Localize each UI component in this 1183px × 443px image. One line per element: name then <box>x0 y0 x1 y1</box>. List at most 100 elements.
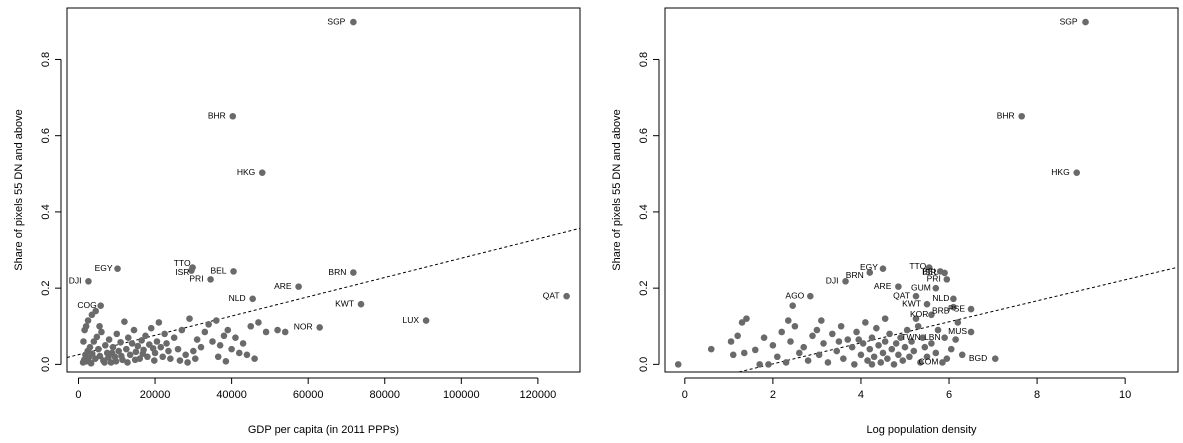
data-point <box>947 345 955 353</box>
point-label-bel: BEL <box>922 267 938 277</box>
chart-panel-1: 0 20000 40000 60000 80000 100000 120000 GDP per… <box>13 7 581 436</box>
point-kwt <box>923 300 931 308</box>
data-point <box>159 353 167 361</box>
point-label-nld: NLD <box>229 293 246 303</box>
point-nld <box>950 295 957 303</box>
data-point <box>176 357 184 364</box>
data-point <box>791 322 799 330</box>
data-point <box>943 355 951 362</box>
data-point <box>251 355 258 362</box>
data-point <box>782 359 790 366</box>
x-axis-title: Log population density <box>866 424 977 436</box>
y-tick-label: 0.4 <box>40 204 52 219</box>
data-point <box>86 343 94 351</box>
point-label-nld: NLD <box>932 293 949 303</box>
point-qat <box>563 292 570 300</box>
x-tick-label: 0 <box>75 389 81 401</box>
data-point <box>906 353 913 361</box>
point-label-nor: NOR <box>294 322 313 332</box>
data-point <box>95 345 102 353</box>
data-point <box>205 321 212 328</box>
point-label-ago: AGO <box>785 290 804 300</box>
data-point <box>908 338 915 345</box>
data-point <box>214 353 222 361</box>
point-label-twn: TWN <box>901 332 920 342</box>
x-tick-label: 80000 <box>369 389 400 401</box>
y-axis-title: Share of pixels 55 DN and above <box>13 109 25 270</box>
data-point <box>844 336 852 343</box>
plot-frame <box>664 7 1179 373</box>
data-point <box>734 332 741 340</box>
point-bhr <box>229 112 237 120</box>
plot-frame <box>66 7 581 373</box>
data-point <box>796 349 803 357</box>
data-point <box>809 332 816 340</box>
point-bel <box>230 268 237 275</box>
data-point <box>760 334 768 341</box>
point-are <box>295 283 302 290</box>
x-tick-label: 10 <box>1119 389 1131 401</box>
data-point <box>895 351 902 359</box>
data-point <box>105 354 112 361</box>
point-mus <box>967 328 975 336</box>
data-point <box>952 336 959 343</box>
point-label-egy: EGY <box>860 262 878 272</box>
point-gum <box>932 284 940 292</box>
point-isr <box>941 269 948 277</box>
point-label-pri: PRI <box>189 274 203 284</box>
point-sgp <box>350 18 357 26</box>
y-tick-label: 0.2 <box>638 280 650 295</box>
data-point <box>892 340 900 347</box>
data-point <box>868 334 876 341</box>
y-axis-title: Share of pixels 55 DN and above <box>611 109 623 270</box>
point-label-bgd: BGD <box>969 353 987 363</box>
data-point <box>147 324 155 332</box>
data-point <box>82 322 90 330</box>
point-lbn <box>941 334 948 341</box>
x-tick-label: 2 <box>770 389 776 401</box>
point-label-bhr: BHR <box>208 110 226 120</box>
data-point <box>727 338 735 345</box>
y-tick-label: 0.2 <box>40 280 52 295</box>
data-point <box>193 336 201 343</box>
data-point <box>201 328 209 336</box>
x-tick-label: 8 <box>1034 389 1040 401</box>
chart-panel-2: 0 2 4 6 8 10 Log population density 0.0 0.2 0.4 0.… <box>611 7 1179 436</box>
data-point <box>161 330 168 338</box>
data-point <box>829 330 836 338</box>
data-point <box>813 326 821 334</box>
data-point <box>769 342 777 349</box>
y-tick-label: 0.6 <box>638 128 650 143</box>
point-label-dji: DJI <box>826 276 839 286</box>
data-point <box>150 357 158 364</box>
point-kor <box>928 311 935 319</box>
data-point <box>820 340 827 347</box>
point-label-bhr: BHR <box>997 110 1015 120</box>
data-point <box>117 338 124 346</box>
data-point <box>165 347 172 355</box>
point-qat <box>912 292 920 300</box>
data-point <box>954 319 962 326</box>
data-point <box>123 345 130 353</box>
fit-line <box>736 266 1178 372</box>
data-point <box>190 347 197 355</box>
data-point <box>848 343 856 351</box>
plot-area <box>674 18 1178 372</box>
data-point <box>879 349 887 357</box>
data-point <box>921 343 929 351</box>
point-label-cog: COG <box>77 300 96 310</box>
data-point <box>191 355 199 362</box>
data-point <box>112 358 120 365</box>
point-nld <box>249 295 256 303</box>
point-label-pse: PSE <box>948 303 965 313</box>
x-tick-label: 40000 <box>216 389 247 401</box>
fit-line <box>67 227 580 359</box>
point-label-isr: ISR <box>922 267 936 277</box>
data-point <box>778 328 785 336</box>
data-point <box>232 334 239 341</box>
point-label-brn: BRN <box>328 267 346 277</box>
data-point <box>912 315 920 322</box>
point-label-lux: LUX <box>403 315 420 325</box>
data-point <box>220 332 228 340</box>
data-point <box>101 359 108 366</box>
